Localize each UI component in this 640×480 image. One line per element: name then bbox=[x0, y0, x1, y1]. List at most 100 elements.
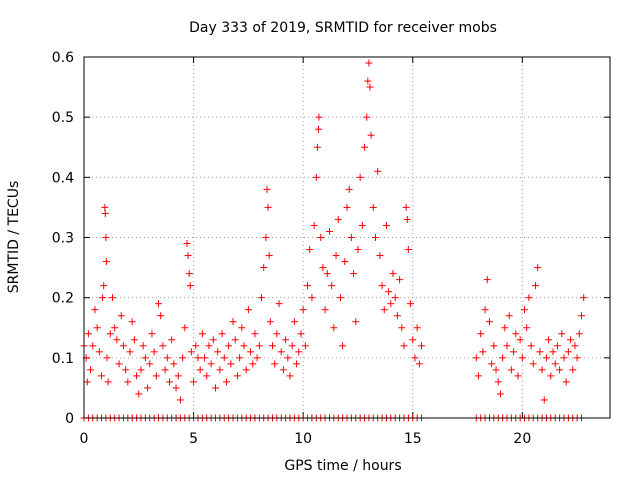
data-point bbox=[91, 306, 99, 314]
data-point bbox=[99, 294, 107, 302]
data-point bbox=[556, 366, 564, 374]
data-point bbox=[558, 330, 566, 338]
data-point bbox=[315, 125, 323, 133]
data-point bbox=[332, 252, 340, 260]
data-point bbox=[192, 342, 200, 350]
data-point bbox=[308, 294, 316, 302]
data-point bbox=[101, 203, 109, 211]
data-point bbox=[139, 342, 147, 350]
data-point bbox=[378, 282, 386, 290]
data-point bbox=[387, 300, 395, 308]
data-point bbox=[512, 330, 520, 338]
data-point bbox=[227, 360, 235, 368]
data-point bbox=[343, 203, 351, 211]
data-point bbox=[501, 324, 509, 332]
data-point bbox=[108, 294, 116, 302]
data-point bbox=[325, 227, 333, 235]
data-point bbox=[83, 378, 91, 386]
data-point bbox=[277, 348, 285, 356]
data-point bbox=[126, 348, 134, 356]
data-point bbox=[122, 366, 130, 374]
data-point bbox=[170, 360, 178, 368]
data-point bbox=[184, 252, 192, 260]
data-point bbox=[536, 348, 544, 356]
data-point bbox=[196, 366, 204, 374]
data-point bbox=[183, 240, 191, 248]
data-point bbox=[293, 360, 301, 368]
data-point bbox=[255, 342, 263, 350]
data-point bbox=[490, 342, 498, 350]
data-point bbox=[205, 342, 213, 350]
data-point bbox=[413, 324, 421, 332]
data-point bbox=[483, 276, 491, 284]
data-point bbox=[185, 270, 193, 278]
data-point bbox=[575, 330, 583, 338]
data-point bbox=[339, 342, 347, 350]
data-point bbox=[135, 390, 143, 398]
data-point bbox=[100, 282, 108, 290]
data-point bbox=[352, 318, 360, 326]
data-layer bbox=[80, 59, 588, 422]
data-point bbox=[573, 354, 581, 362]
data-point bbox=[84, 330, 92, 338]
data-point bbox=[141, 354, 149, 362]
data-point bbox=[345, 185, 353, 193]
data-point bbox=[312, 173, 320, 181]
data-point bbox=[155, 300, 163, 308]
data-point bbox=[102, 258, 110, 266]
data-point bbox=[549, 348, 557, 356]
data-point bbox=[366, 83, 374, 91]
data-point bbox=[222, 378, 230, 386]
data-point bbox=[523, 324, 531, 332]
data-point bbox=[207, 360, 215, 368]
data-point bbox=[265, 252, 273, 260]
data-point bbox=[313, 143, 321, 151]
data-point bbox=[477, 330, 485, 338]
data-point bbox=[282, 336, 290, 344]
data-point bbox=[562, 378, 570, 386]
data-point bbox=[409, 336, 417, 344]
data-point bbox=[310, 221, 318, 229]
data-point bbox=[95, 348, 103, 356]
y-axis-label: SRMTID / TECUs bbox=[6, 181, 22, 294]
data-point bbox=[418, 342, 426, 350]
data-point bbox=[133, 372, 141, 380]
data-point bbox=[334, 215, 342, 223]
data-point bbox=[266, 318, 274, 326]
data-point bbox=[365, 59, 373, 67]
data-point bbox=[295, 348, 303, 356]
data-point bbox=[317, 234, 325, 241]
data-point bbox=[553, 342, 561, 350]
data-point bbox=[358, 221, 366, 229]
data-point bbox=[244, 306, 252, 314]
data-point bbox=[396, 276, 404, 284]
x-tick-label: 20 bbox=[513, 431, 531, 447]
data-point bbox=[115, 360, 123, 368]
data-point bbox=[174, 372, 182, 380]
data-point bbox=[527, 342, 535, 350]
data-point bbox=[382, 221, 390, 229]
data-point bbox=[350, 270, 358, 278]
data-point bbox=[369, 203, 377, 211]
data-point bbox=[117, 312, 125, 320]
data-point bbox=[260, 264, 268, 272]
data-point bbox=[238, 324, 246, 332]
data-point bbox=[304, 282, 312, 290]
data-point bbox=[104, 378, 112, 386]
data-point bbox=[111, 324, 119, 332]
data-point bbox=[288, 342, 296, 350]
data-point bbox=[580, 294, 588, 302]
y-tick-label: 0.2 bbox=[52, 291, 74, 307]
data-point bbox=[163, 354, 171, 362]
data-point bbox=[258, 294, 266, 302]
data-point bbox=[569, 366, 577, 374]
data-point bbox=[402, 203, 410, 211]
data-point bbox=[119, 342, 127, 350]
data-point bbox=[251, 330, 259, 338]
data-point bbox=[503, 342, 511, 350]
data-point bbox=[186, 282, 194, 290]
data-point bbox=[89, 342, 97, 350]
x-tick-label: 10 bbox=[294, 431, 312, 447]
data-point bbox=[367, 131, 375, 139]
data-point bbox=[540, 396, 548, 404]
